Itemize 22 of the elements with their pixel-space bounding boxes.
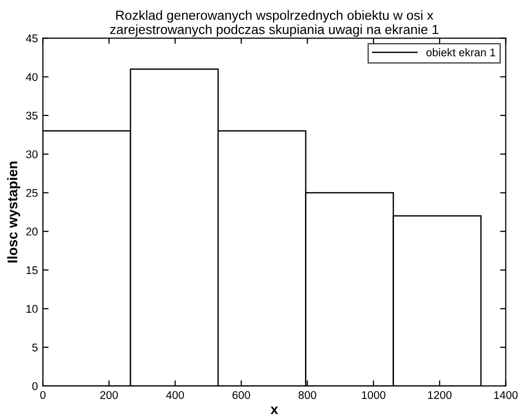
x-tick-label: 1400 [494, 391, 518, 399]
x-tick-label: 0 [40, 391, 46, 399]
y-tick-label: 15 [26, 266, 38, 274]
x-tick-label: 200 [100, 391, 118, 399]
y-axis-title: Ilosc wystapien [7, 162, 20, 262]
x-tick-label: 800 [298, 391, 316, 399]
x-tick-label: 1200 [428, 391, 452, 399]
x-tick-label: 600 [232, 391, 250, 399]
y-tick-label: 30 [26, 150, 38, 158]
y-tick-label: 25 [26, 189, 38, 197]
y-tick-label: 45 [26, 34, 38, 42]
y-tick-label: 5 [32, 344, 38, 352]
y-tick-label: 20 [26, 228, 38, 236]
chart-title: Rozklad generowanych wspolrzednych obiektu w osi x zarejestrowanych podczas skupiania uwagi na ekranie 1 [110, 10, 438, 37]
y-tick-label: 10 [26, 304, 38, 313]
y-tick-label: 0 [32, 382, 38, 390]
y-tick-label: 35 [26, 112, 38, 120]
y-tick-label: 40 [26, 73, 38, 81]
x-axis-title: x [270, 406, 278, 414]
x-tick-label: 400 [166, 391, 184, 399]
x-tick-label: 1000 [362, 391, 386, 399]
legend-label: obiekt ekran 1 [426, 48, 496, 56]
